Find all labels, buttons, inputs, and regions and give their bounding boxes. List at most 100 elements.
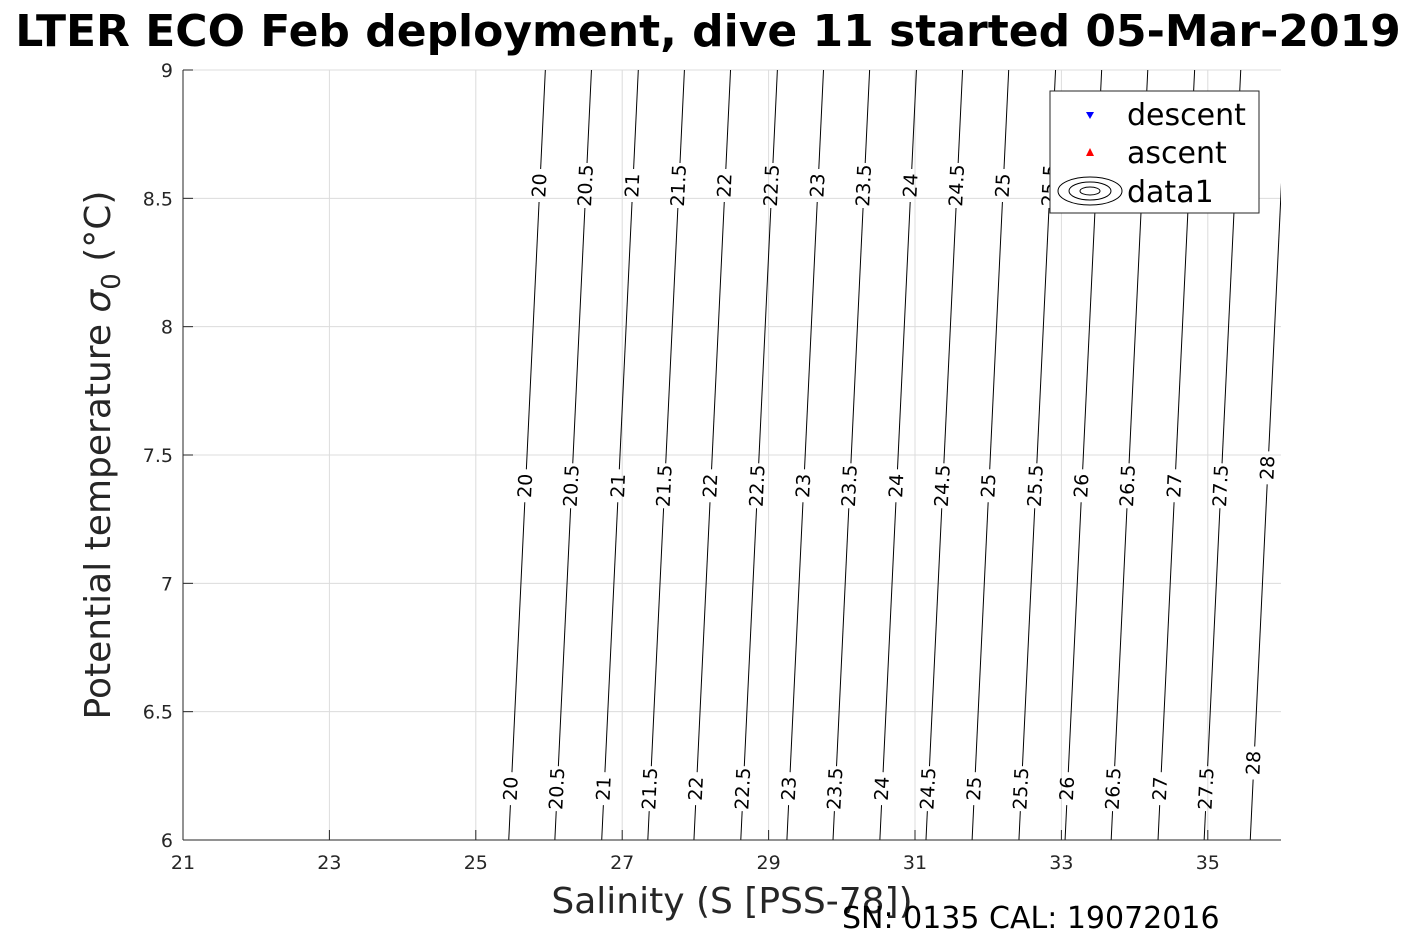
contour-label: 27 (1149, 776, 1172, 801)
contour-label: 22 (699, 473, 722, 498)
x-tick-label: 31 (903, 852, 927, 874)
contour-label: 21 (593, 776, 616, 801)
isopycnal-line (850, 207, 864, 464)
contour-label: 25 (963, 776, 986, 801)
isopycnal-line (679, 70, 685, 164)
contour-label: 26.5 (1116, 464, 1140, 507)
isopycnal-line (804, 201, 818, 470)
contour-label: 24 (871, 776, 894, 801)
isopycnal-line (836, 508, 850, 767)
isopycnal-line (1114, 508, 1128, 767)
isopycnal-line (1249, 779, 1254, 840)
y-axis-label-sigma: σ (78, 289, 119, 313)
isopycnal-line (1207, 508, 1221, 767)
isopycnal-line (882, 502, 897, 773)
contour-label: 25.5 (1009, 767, 1033, 810)
contour-label: 22 (685, 776, 708, 801)
isopycnal-line (971, 805, 975, 840)
isopycnal-line (786, 805, 790, 840)
contour-label: 28 (1256, 455, 1279, 480)
contour-label: 20.5 (560, 464, 584, 507)
isopycnal-line (743, 508, 758, 767)
isopycnal-contours: 20 20 20 20.5 20.5 20.5 21 21 21 21.5 21.5 21.5 22 22… (500, 70, 1281, 840)
y-tick-label: 7.5 (143, 445, 173, 467)
contour-label: 24 (899, 173, 922, 198)
contour-label: 21.5 (667, 164, 691, 207)
x-tick-label: 27 (610, 852, 634, 874)
isopycnal-line (601, 805, 604, 840)
isopycnal-line (554, 811, 557, 840)
contour-label: 22.5 (746, 464, 770, 507)
isopycnal-line (633, 70, 639, 170)
y-axis-label: Potential temperature σ0 (°C) (78, 191, 127, 720)
isopycnal-line (1160, 502, 1175, 773)
y-axis-label-unit: (°C) (78, 191, 119, 274)
legend: descent ascent data1 (1049, 90, 1260, 214)
isopycnal-line (650, 508, 665, 767)
legend-label-data1: data1 (1127, 175, 1214, 210)
y-tick-label: 6.5 (143, 702, 173, 724)
isopycnal-line (1021, 508, 1036, 767)
isopycnal-line (647, 811, 650, 840)
isopycnal-line (879, 805, 883, 840)
isopycnal-line (957, 70, 964, 164)
isopycnal-line (832, 811, 835, 840)
isopycnal-line (1003, 70, 1010, 170)
contour-label: 26 (1070, 473, 1093, 498)
y-tick-label: 8 (161, 317, 173, 339)
contour-marker-icon (1057, 176, 1123, 206)
contour-label: 22 (713, 173, 736, 198)
contour-label: 20 (500, 776, 523, 801)
contour-label: 23 (778, 776, 801, 801)
contour-label: 26 (1056, 776, 1079, 801)
isopycnal-line (725, 70, 732, 170)
x-tick-label: 21 (171, 852, 195, 874)
isopycnal-line (911, 70, 917, 170)
contour-label: 22.5 (731, 767, 755, 810)
isopycnal-line (711, 201, 725, 470)
legend-box (1049, 90, 1260, 214)
contour-label: 23.5 (823, 767, 847, 810)
contour-label: 20 (528, 173, 551, 198)
isopycnal-line (572, 207, 586, 464)
contour-label: 24.5 (931, 464, 955, 507)
chart-title: LTER ECO Feb deployment, dive 11 started… (15, 6, 1401, 57)
contour-label: 27.5 (1209, 464, 1233, 507)
isopycnal-line (693, 805, 697, 840)
isopycnal-line (758, 207, 772, 464)
contour-label: 28 (1242, 750, 1265, 775)
x-tick-label: 29 (757, 852, 781, 874)
contour-label: 24.5 (945, 164, 969, 207)
contour-label: 27.5 (1195, 767, 1219, 810)
isopycnal-line (511, 502, 526, 773)
contour-label: 21.5 (653, 464, 677, 507)
contour-label: 20.5 (574, 164, 598, 207)
isopycnal-line (1268, 182, 1281, 452)
isopycnal-line (1018, 811, 1021, 840)
isopycnal-line (740, 811, 743, 840)
isopycnal-line (557, 508, 572, 767)
isopycnal-line (818, 70, 824, 170)
isopycnal-line (696, 502, 711, 773)
isopycnal-line (864, 70, 871, 164)
contour-label: 26.5 (1102, 767, 1126, 810)
isopycnal-line (1157, 805, 1161, 840)
contour-label: 21 (607, 473, 630, 498)
isopycnal-line (896, 201, 911, 470)
contour-label: 25.5 (1024, 464, 1048, 507)
isopycnal-line (1064, 805, 1068, 840)
isopycnal-line (508, 805, 511, 840)
contour-group: 20 20 20 20.5 20.5 20.5 21 21 21 21.5 21.5 21.5 22 22… (500, 70, 1281, 840)
legend-label-descent: descent (1127, 98, 1246, 133)
isopycnal-line (586, 70, 592, 164)
x-tick-label: 25 (464, 852, 488, 874)
contour-label: 24 (885, 473, 908, 498)
contour-label: 20 (514, 473, 537, 498)
isopycnal-line (1254, 484, 1268, 747)
contour-label: 21.5 (638, 767, 662, 810)
y-axis-label-subscript: 0 (97, 273, 127, 290)
isopycnal-line (943, 207, 957, 464)
isopycnal-line (928, 508, 943, 767)
isopycnal-line (772, 70, 778, 164)
